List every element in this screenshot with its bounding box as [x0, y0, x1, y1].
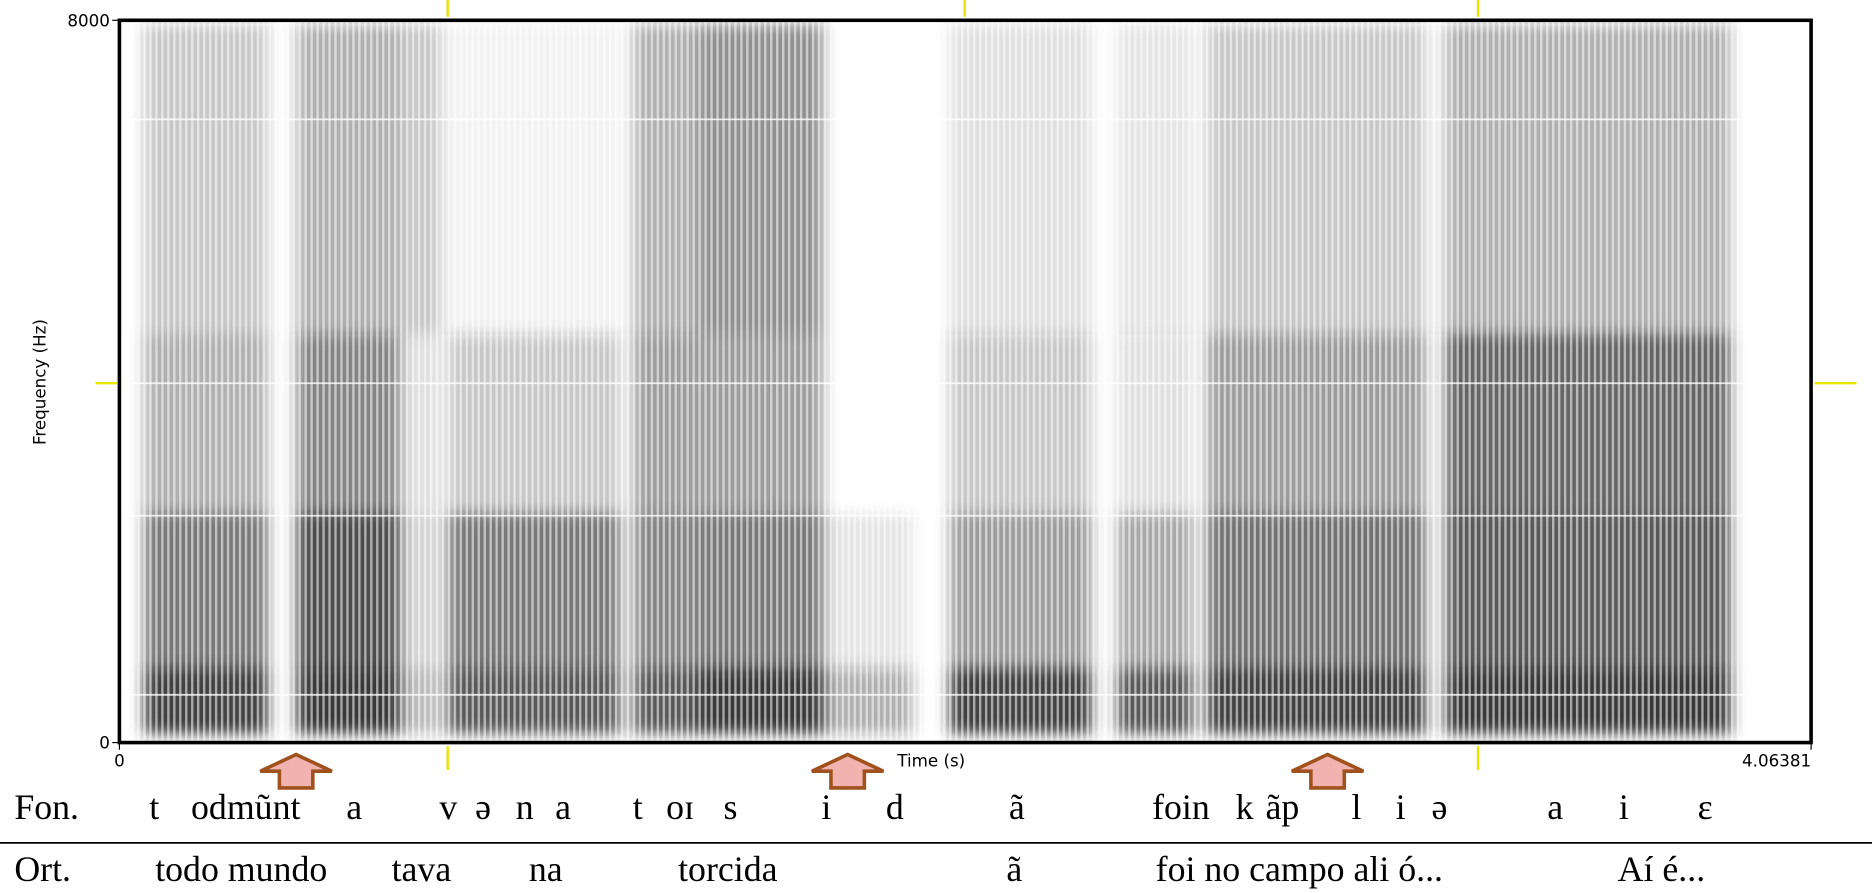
tier-label: foin — [1152, 787, 1210, 827]
tier-label: n — [516, 787, 534, 827]
x-tick-label: 4.06381 — [1742, 750, 1811, 770]
tier-label: i — [821, 787, 831, 827]
tier-label: s — [723, 787, 737, 827]
tier-label: tava — [392, 849, 452, 889]
tier-label: i — [1619, 787, 1629, 827]
striation — [119, 20, 1812, 743]
tier-label: torcida — [678, 849, 777, 889]
tier-label: todo mundo — [155, 849, 327, 889]
cursor-marks — [95, 0, 1857, 771]
tier-label: oɪ — [666, 787, 694, 827]
tier-label: Aí é... — [1618, 849, 1705, 889]
tier-label: t — [633, 787, 643, 827]
tier-label: na — [529, 849, 563, 889]
tier-label: foi no campo ali ó... — [1156, 849, 1443, 889]
tier-label: ɛ — [1698, 787, 1713, 827]
tier-label: l — [1351, 787, 1361, 827]
tier-label: a — [346, 787, 362, 827]
y-axis-label: Frequency (Hz) — [29, 319, 49, 445]
tier-label: ãp — [1266, 787, 1300, 827]
tier-label: i — [1396, 787, 1406, 827]
tier-name: Fon. — [14, 787, 79, 827]
tier-label: odmũnt — [191, 787, 300, 827]
tier-label: k — [1236, 787, 1254, 827]
tier-label: ã — [1006, 849, 1022, 889]
x-axis-label: Time (s) — [896, 750, 965, 770]
y-tick-label: 8000 — [67, 10, 110, 30]
tier-label: a — [555, 787, 571, 827]
tier-label: d — [886, 787, 904, 827]
spectrogram-image — [119, 20, 1812, 743]
annotation-tiers: Fon. t odmũnt a v ə n a t oɪ s i d ã foin k ãp l i ə a i ɛOrt.… — [14, 787, 1712, 889]
tier-label: ə — [475, 787, 491, 827]
tier-label: t — [149, 787, 159, 827]
x-tick-label: 0 — [114, 750, 125, 770]
tier-label: ə — [1431, 787, 1447, 827]
tier-label: a — [1547, 787, 1563, 827]
arrows — [259, 752, 1365, 790]
tier-label: v — [439, 787, 457, 827]
y-tick-label: 0 — [99, 733, 110, 753]
tier-label: ã — [1009, 787, 1025, 827]
plot-frame — [117, 18, 1813, 745]
tier-name: Ort. — [14, 849, 71, 889]
